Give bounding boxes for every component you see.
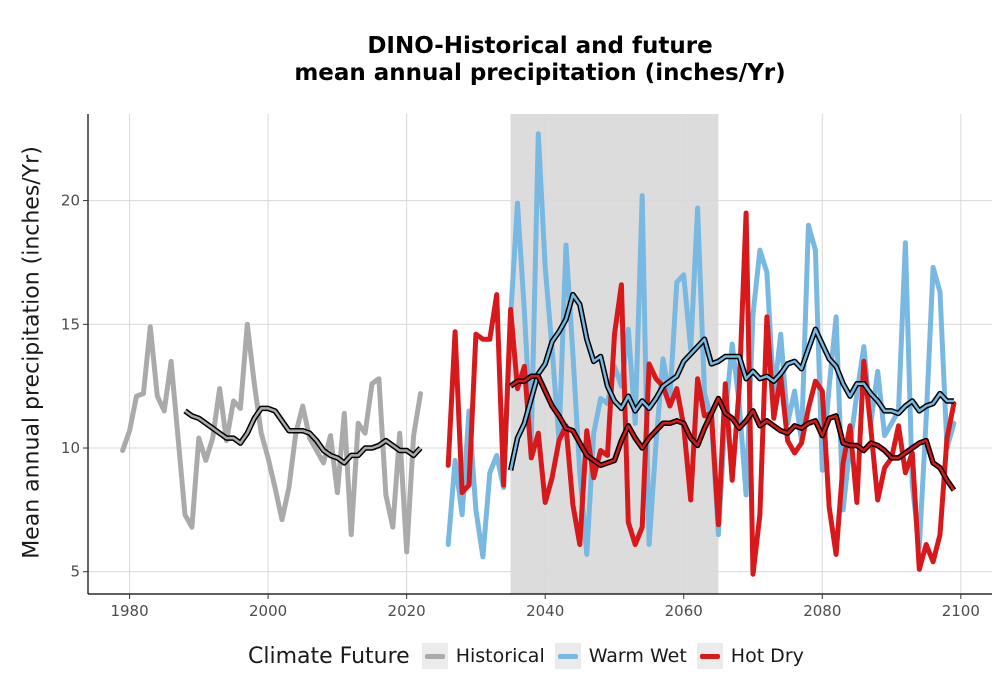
legend-key-hot-dry <box>696 643 723 669</box>
legend-key-historical <box>421 643 448 669</box>
legend-swatch <box>699 654 720 659</box>
y-axis-label: Mean annual precipitation (inches/Yr) <box>19 146 45 559</box>
series-line-hot-dry <box>445 210 957 577</box>
x-tick-label: 2100 <box>942 602 980 620</box>
y-tick-label: 15 <box>61 315 80 333</box>
legend-item-warm-wet: Warm Wet <box>554 643 687 669</box>
legend-label: Warm Wet <box>588 645 687 667</box>
legend-swatch <box>557 654 578 659</box>
legend-item-historical: Historical <box>421 643 545 669</box>
x-tick-label: 2060 <box>665 602 703 620</box>
x-tick-label: 1980 <box>110 602 148 620</box>
x-tick-label: 2080 <box>803 602 841 620</box>
x-tick-label: 2000 <box>249 602 287 620</box>
series-line-historical <box>120 321 423 555</box>
legend-label: Historical <box>455 645 545 667</box>
y-tick-label: 20 <box>61 192 80 210</box>
x-tick-label: 2040 <box>526 602 564 620</box>
legend-swatch <box>424 654 445 659</box>
y-tick-label: 5 <box>70 563 80 581</box>
legend-key-warm-wet <box>554 643 581 669</box>
legend-label: Hot Dry <box>730 645 804 667</box>
legend-item-hot-dry: Hot Dry <box>696 643 804 669</box>
x-tick-label: 2020 <box>388 602 426 620</box>
chart-title-line1: DINO-Historical and future <box>367 33 713 59</box>
legend-title: Climate Future <box>248 643 410 669</box>
smooth-line-hot-dry <box>509 375 955 491</box>
smooth-line-historical <box>184 407 422 465</box>
y-tick-label: 10 <box>61 439 80 457</box>
legend: Climate Future Historical Warm Wet Hot D… <box>248 640 814 672</box>
chart-title-line2: mean annual precipitation (inches/Yr) <box>294 60 786 86</box>
smooth-line-warm-wet <box>509 293 954 471</box>
